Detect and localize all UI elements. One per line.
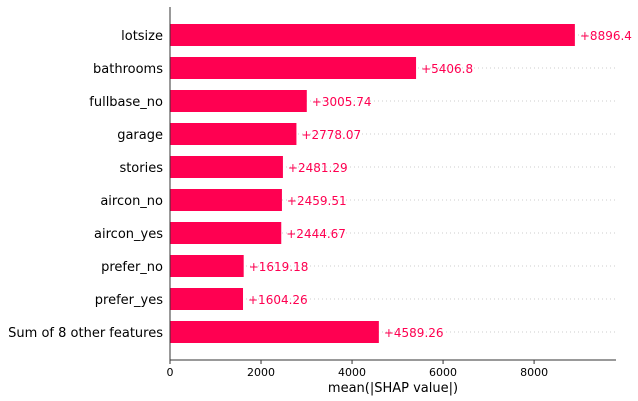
value-label: +2459.51 [287, 194, 347, 208]
category-label: lotsize [121, 29, 163, 44]
category-label: stories [119, 161, 163, 176]
category-label: garage [117, 128, 163, 143]
x-axis-label: mean(|SHAP value|) [328, 381, 458, 396]
value-label: +5406.8 [421, 62, 473, 76]
bar [170, 321, 379, 343]
x-tick-label: 8000 [520, 366, 548, 379]
x-tick-label: 2000 [247, 366, 275, 379]
x-tick-label: 0 [167, 366, 174, 379]
value-label: +2778.07 [301, 128, 361, 142]
category-label: prefer_yes [95, 293, 163, 308]
value-labels: +8896.4 +5406.8 +3005.74 +2778.07 +2481.29 +2… [248, 29, 632, 340]
category-label: prefer_no [101, 260, 163, 275]
category-label: Sum of 8 other features [8, 326, 163, 341]
value-label: +1619.18 [249, 260, 309, 274]
bar [170, 222, 282, 244]
bars [170, 24, 575, 343]
value-label: +4589.26 [384, 326, 444, 340]
bar [170, 90, 307, 112]
value-label: +8896.4 [580, 29, 632, 43]
bar [170, 57, 417, 79]
value-label: +3005.74 [312, 95, 372, 109]
x-axis-ticks: 0 2000 4000 6000 8000 [167, 360, 548, 379]
bar [170, 156, 283, 178]
category-label: fullbase_no [89, 95, 163, 110]
category-label: bathrooms [93, 62, 163, 77]
row-guides [170, 34, 616, 333]
bar [170, 255, 244, 277]
value-label: +2444.67 [286, 227, 346, 241]
bar [170, 189, 282, 211]
value-label: +2481.29 [288, 161, 348, 175]
category-label: aircon_yes [94, 227, 163, 242]
bar [170, 123, 297, 145]
x-tick-label: 6000 [429, 366, 457, 379]
bar [170, 24, 575, 46]
x-tick-label: 4000 [338, 366, 366, 379]
category-label: aircon_no [100, 194, 163, 209]
value-label: +1604.26 [248, 293, 308, 307]
bar [170, 288, 244, 310]
